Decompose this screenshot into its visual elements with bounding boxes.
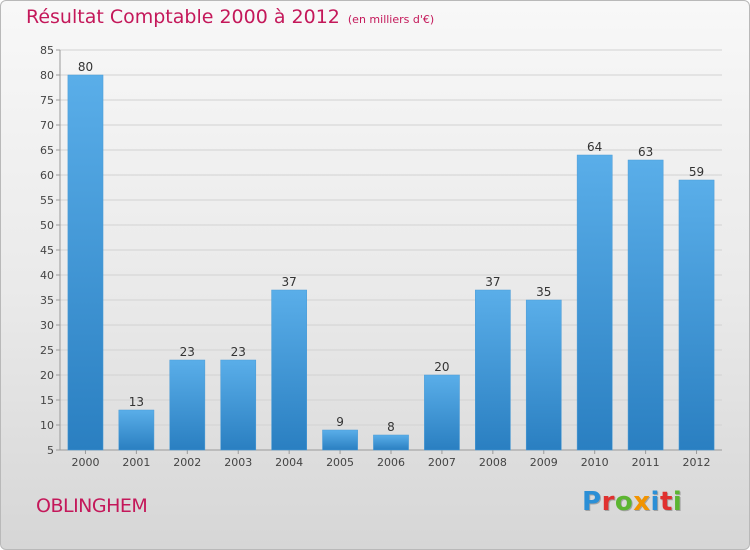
grid-lines bbox=[60, 49, 722, 451]
bar bbox=[220, 359, 257, 451]
bar bbox=[576, 154, 613, 451]
x-tick-label: 2010 bbox=[581, 456, 609, 469]
logo-letter: i bbox=[672, 487, 683, 517]
y-tick-label: 25 bbox=[40, 344, 54, 357]
data-label: 23 bbox=[231, 345, 246, 359]
y-tick-label: 85 bbox=[40, 44, 54, 57]
x-tick-label: 2002 bbox=[173, 456, 201, 469]
bar bbox=[169, 359, 206, 451]
x-tick-label: 2003 bbox=[224, 456, 252, 469]
chart-title-unit: (en milliers d'€) bbox=[347, 13, 435, 26]
logo-letter: r bbox=[601, 487, 615, 517]
data-label: 13 bbox=[129, 395, 144, 409]
y-tick-label: 15 bbox=[40, 394, 54, 407]
data-label: 37 bbox=[282, 275, 297, 289]
proxiti-logo[interactable]: Proxiti bbox=[582, 487, 682, 517]
data-label: 59 bbox=[689, 165, 704, 179]
bar bbox=[627, 159, 664, 451]
y-tick-label: 45 bbox=[40, 244, 54, 257]
data-label: 23 bbox=[180, 345, 195, 359]
chart-title: Résultat Comptable 2000 à 2012 (en millie… bbox=[26, 6, 434, 28]
axes bbox=[56, 49, 722, 454]
bar bbox=[424, 374, 460, 451]
bar bbox=[118, 409, 155, 451]
y-tick-label: 35 bbox=[40, 294, 54, 307]
logo-letter: x bbox=[633, 487, 651, 517]
labels: 5 10 15 20 25 30 35 40 45 50 55 60 65 70 75 80 85 80 2000 1… bbox=[40, 44, 711, 469]
data-label: 37 bbox=[485, 275, 500, 289]
data-label: 9 bbox=[336, 415, 344, 429]
data-label: 64 bbox=[587, 140, 602, 154]
x-tick-label: 2012 bbox=[683, 456, 711, 469]
bar bbox=[67, 74, 104, 451]
data-label: 20 bbox=[434, 360, 449, 374]
y-tick-label: 5 bbox=[47, 444, 54, 457]
bar bbox=[678, 179, 715, 451]
chart-title-main: Résultat Comptable 2000 à 2012 bbox=[26, 6, 340, 28]
y-tick-label: 70 bbox=[40, 119, 54, 132]
bar bbox=[373, 434, 409, 451]
y-tick-label: 75 bbox=[40, 94, 54, 107]
x-tick-label: 2000 bbox=[71, 456, 99, 469]
logo-letter: o bbox=[614, 487, 634, 517]
y-tick-label: 10 bbox=[40, 419, 54, 432]
y-tick-label: 55 bbox=[40, 194, 54, 207]
x-tick-label: 2001 bbox=[122, 456, 150, 469]
bars bbox=[67, 74, 715, 451]
x-tick-label: 2007 bbox=[428, 456, 456, 469]
x-tick-label: 2008 bbox=[479, 456, 507, 469]
y-tick-label: 65 bbox=[40, 144, 54, 157]
data-label: 63 bbox=[638, 145, 653, 159]
bar bbox=[271, 289, 307, 451]
x-tick-label: 2011 bbox=[632, 456, 660, 469]
logo-letter: P bbox=[582, 487, 602, 517]
y-tick-label: 60 bbox=[40, 169, 54, 182]
bar bbox=[475, 289, 511, 451]
bar bbox=[322, 429, 358, 451]
data-label: 80 bbox=[78, 60, 93, 74]
commune-name: OBLINGHEM bbox=[36, 495, 148, 517]
y-tick-label: 80 bbox=[40, 69, 54, 82]
y-tick-label: 30 bbox=[40, 319, 54, 332]
logo-letter: t bbox=[659, 487, 673, 517]
bar bbox=[525, 299, 562, 451]
x-tick-label: 2006 bbox=[377, 456, 405, 469]
y-tick-label: 40 bbox=[40, 269, 54, 282]
x-tick-label: 2004 bbox=[275, 456, 303, 469]
logo-letter: i bbox=[650, 487, 660, 517]
y-tick-label: 50 bbox=[40, 219, 54, 232]
data-label: 8 bbox=[387, 420, 395, 434]
x-tick-label: 2005 bbox=[326, 456, 354, 469]
x-tick-label: 2009 bbox=[530, 456, 558, 469]
data-label: 35 bbox=[536, 285, 551, 299]
y-tick-label: 20 bbox=[40, 369, 54, 382]
